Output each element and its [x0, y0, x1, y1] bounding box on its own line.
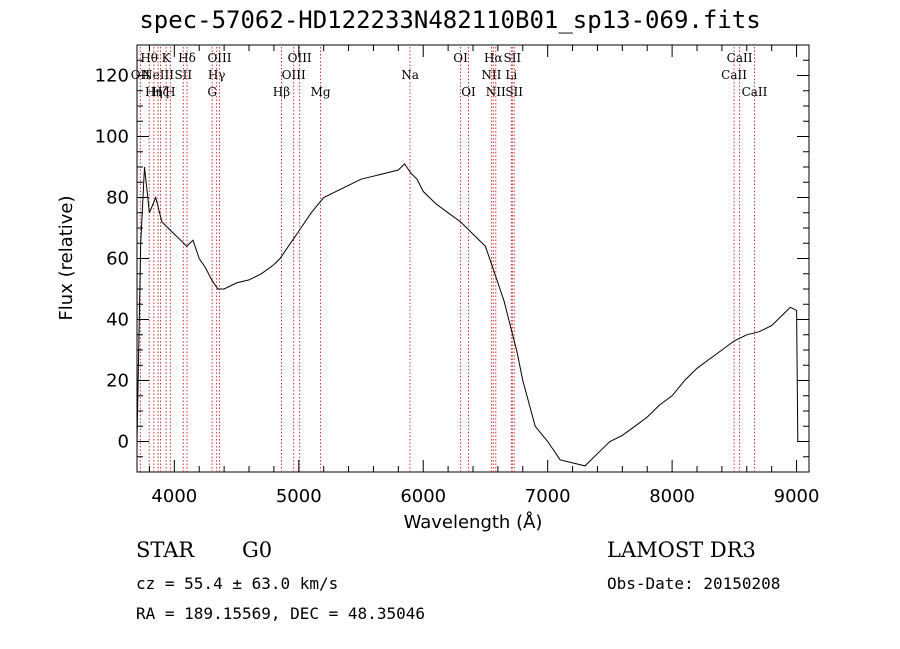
spectral-line-label: K — [162, 51, 172, 65]
x-tick-label: 7000 — [525, 486, 571, 507]
spectral-line-label: CaII — [721, 68, 747, 82]
chart-title: spec-57062-HD122233N482110B01_sp13-069.f… — [139, 6, 761, 34]
plot-frame — [136, 44, 810, 473]
spectral-line-label: OI — [461, 85, 476, 99]
spectral-line-label: OIII — [207, 51, 231, 65]
y-tick-label: 0 — [118, 432, 129, 453]
object-class: STAR — [136, 538, 195, 562]
spectral-line-label: CaII — [742, 85, 768, 99]
spectral-line-label: NII — [481, 68, 501, 82]
spectral-line-label: Hα — [484, 51, 503, 65]
observation-date: Obs-Date: 20150208 — [607, 574, 781, 593]
spectral-line-label: Hγ — [208, 68, 226, 82]
spectral-line-label: SII — [503, 51, 521, 65]
spectral-line-label: G — [207, 85, 217, 99]
x-axis-label: Wavelength (Å) — [404, 511, 543, 533]
y-tick-label: 60 — [106, 249, 129, 270]
spectral-line-label: Mg — [311, 85, 331, 99]
spectral-line-label: OIII — [282, 68, 306, 82]
spectrum-line — [136, 163, 799, 467]
x-tick-label: 8000 — [649, 486, 695, 507]
coordinates: RA = 189.15569, DEC = 48.35046 — [136, 604, 425, 623]
spectral-line-label: NeIII — [142, 68, 174, 82]
spectral-line-label: Hβ — [273, 85, 290, 99]
y-axis-ticks: 0 20 40 60 80 100 120 — [95, 44, 809, 473]
y-tick-label: 20 — [106, 371, 129, 392]
x-tick-label: 9000 — [774, 486, 820, 507]
x-axis-ticks: 4000 5000 6000 7000 8000 9000 — [148, 45, 820, 507]
object-subclass: G0 — [242, 538, 273, 562]
spectral-line-label: Hζ — [152, 85, 169, 99]
spectral-line-label: Li — [505, 68, 517, 82]
y-tick-label: 80 — [106, 188, 129, 209]
y-tick-label: 120 — [95, 66, 129, 87]
y-axis-label: Flux (relative) — [56, 195, 77, 320]
spectral-line-label: SII — [174, 68, 192, 82]
x-tick-label: 6000 — [400, 486, 446, 507]
spectral-line-label: OI — [453, 51, 468, 65]
x-tick-label: 5000 — [276, 486, 322, 507]
y-tick-label: 40 — [106, 310, 129, 331]
spectral-line-label: SII — [505, 85, 523, 99]
x-tick-label: 4000 — [151, 486, 197, 507]
survey-name: LAMOST DR3 — [607, 538, 756, 562]
y-tick-label: 100 — [95, 127, 129, 148]
redshift-velocity: cz = 55.4 ± 63.0 km/s — [136, 574, 339, 593]
spectral-line-label: CaII — [727, 51, 753, 65]
spectral-line-label: OIII — [288, 51, 312, 65]
spectral-line-label: H — [165, 85, 175, 99]
spectral-line-label: Hδ — [178, 51, 196, 65]
spectral-line-label: NII — [486, 85, 506, 99]
spectral-line-label: Hθ — [140, 51, 158, 65]
spectral-line-label: Hη — [145, 85, 163, 99]
spectral-line-labels: OIIHθHηNeIIIHζKHSIIHδGHγOIIIHβOIIIOIIIMg… — [131, 51, 768, 99]
spectral-line-label: Na — [401, 68, 419, 82]
spectral-line-markers — [139, 47, 755, 472]
